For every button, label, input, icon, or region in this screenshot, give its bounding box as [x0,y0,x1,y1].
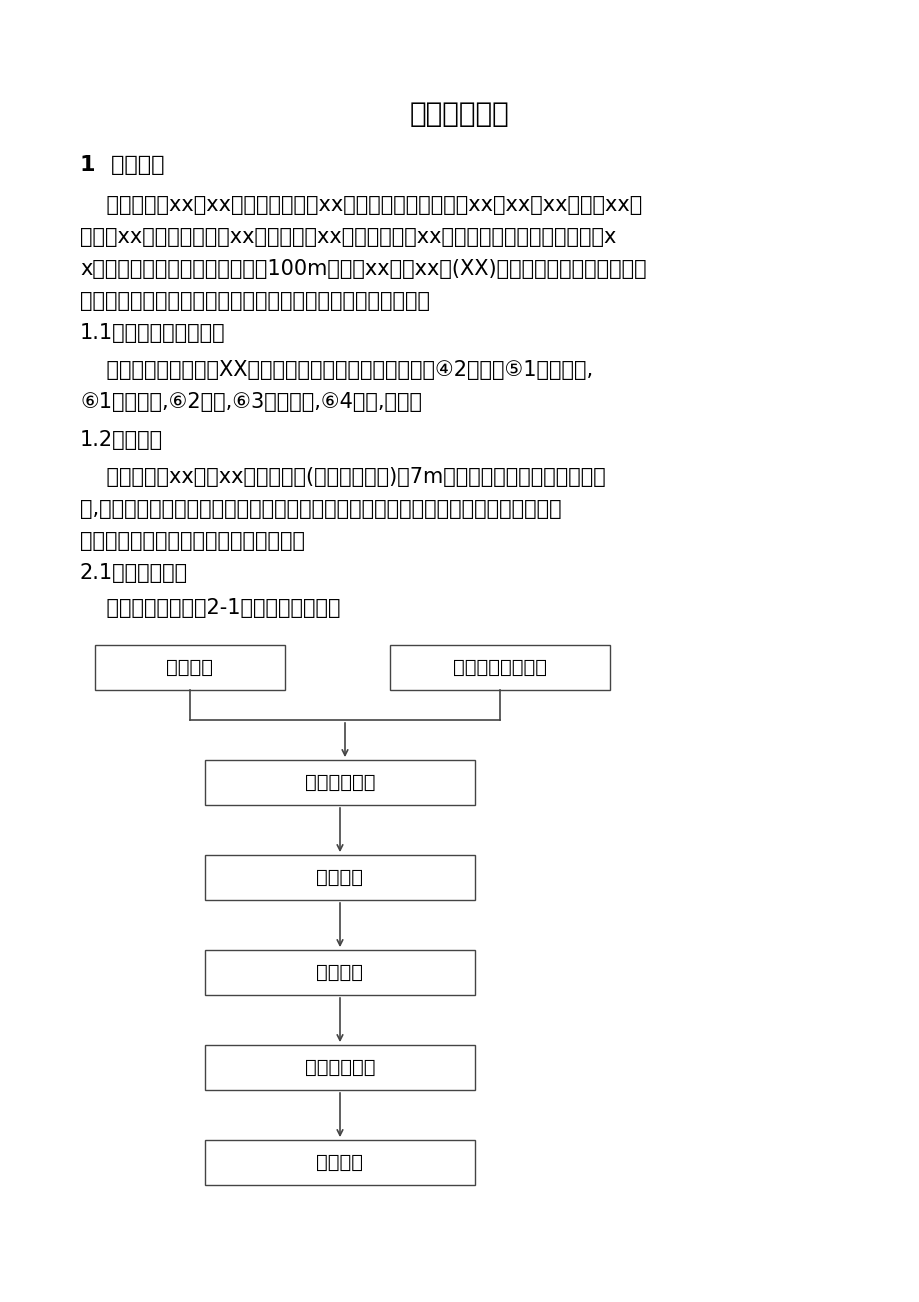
Bar [205,1046,474,1090]
Text: 以盾构主机推出洞门爬上接收台、后配套与盾构主机分离为止。: 以盾构主机推出洞门爬上接收台、后配套与盾构主机分离为止。 [80,292,429,311]
Bar [390,644,609,690]
Bar [205,855,474,900]
Text: 本工程位于xx市xx区，区间隧道由xx站始发，下穿铁东路、xx、xx、xx公园、xx体: 本工程位于xx市xx区，区间隧道由xx站始发，下穿铁东路、xx、xx、xx公园、… [80,195,641,215]
Text: 到达施工工艺见图2-1到达施工工艺框图: 到达施工工艺见图2-1到达施工工艺框图 [80,598,340,618]
Bar [205,760,474,805]
Text: 到达盾构掘进措施: 到达盾构掘进措施 [452,658,547,677]
Bar [205,1141,474,1185]
Text: 弧型钢板密封: 弧型钢板密封 [304,1059,375,1077]
Text: 洞门破除: 洞门破除 [316,868,363,887]
Text: 穿加固区掘进: 穿加固区掘进 [304,773,375,792]
Bar [95,644,285,690]
Text: 接收井距离xx火车xx货场办公楼(三层砖混结构)仅7m左右，并下穿货场一两层办公: 接收井距离xx火车xx货场办公楼(三层砖混结构)仅7m左右，并下穿货场一两层办公 [80,467,605,487]
Text: ⑥1粉质粘土,⑥2粉土,⑥3粉质粘土,⑥4粉土,粉砂。: ⑥1粉质粘土,⑥2粉土,⑥3粉质粘土,⑥4粉土,粉砂。 [80,392,422,411]
Text: 根据地质勘探资料在XX盾构施工范围内主要的土质分布为④2粉土，⑤1粉质粘土,: 根据地质勘探资料在XX盾构施工范围内主要的土质分布为④2粉土，⑤1粉质粘土, [80,359,593,380]
Text: 二次到达: 二次到达 [316,1154,363,1172]
Text: 楼,盾构到达过程中注意对车站办公楼的监测及保护工作；接收井附近地线管线较多，施: 楼,盾构到达过程中注意对车站办公楼的监测及保护工作；接收井附近地线管线较多，施 [80,499,561,519]
Text: 到达施工方案: 到达施工方案 [410,100,509,128]
Text: 1.1工程地质和水文地质: 1.1工程地质和水文地质 [80,323,225,342]
Text: 1.2周边环境: 1.2周边环境 [80,430,163,450]
Text: 工中注意做好对管线的监测及保护工作。: 工中注意做好对管线的监测及保护工作。 [80,531,305,551]
Text: 一次到达: 一次到达 [316,963,363,982]
Text: 施工准备: 施工准备 [166,658,213,677]
Text: 1  工程概况: 1 工程概况 [80,155,165,174]
Text: 2.1到达施工工艺: 2.1到达施工工艺 [80,562,187,583]
Text: x单位施工经验确定：隧道贯通前100m掘进至xx火车xx站(XX)接受井内的整个施工过程，: x单位施工经验确定：隧道贯通前100m掘进至xx火车xx站(XX)接受井内的整个… [80,259,646,279]
Text: 育馆、xx快速下沉隧道、xx城际铁路、xx铁路股道，于xx站到达，根据本工程特点以及x: 育馆、xx快速下沉隧道、xx城际铁路、xx铁路股道，于xx站到达，根据本工程特点… [80,227,616,247]
Bar [205,950,474,995]
